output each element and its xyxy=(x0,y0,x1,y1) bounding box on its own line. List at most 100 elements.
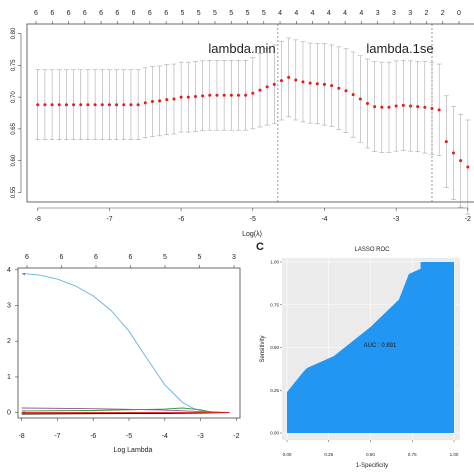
cv-x-tick-label: -4 xyxy=(321,216,327,223)
cv-point xyxy=(129,103,133,107)
cv-error-plot: -8 -7 -6 -5 -4 -3 -2 0.550.600.650.700.750.80 … xyxy=(11,10,474,238)
cv-point xyxy=(451,151,455,155)
cv-point xyxy=(251,91,255,95)
roc-plot: C LASSO ROC 0.00 0.25 0.50 0.75 1.00 0.00 0.2… xyxy=(256,241,460,469)
cv-top-tick-label: 5 xyxy=(246,10,250,17)
cv-point xyxy=(265,85,269,89)
cv-point xyxy=(50,103,54,107)
cv-top-tick-label: 4 xyxy=(311,10,315,17)
cv-top-tick-label: 6 xyxy=(34,10,38,17)
path-x-tick-label: -6 xyxy=(90,433,96,440)
cv-point xyxy=(408,104,412,108)
cv-point xyxy=(100,103,104,107)
path-y-tick-label: 0 xyxy=(7,410,11,417)
cv-point xyxy=(301,80,305,84)
cv-annotation-lambda-min: lambda.min xyxy=(208,41,275,56)
cv-top-tick-label: 4 xyxy=(294,10,298,17)
path-top-tick-label: 6 xyxy=(25,254,29,261)
cv-point xyxy=(36,103,40,107)
cv-point xyxy=(387,105,391,109)
cv-point xyxy=(72,103,76,107)
cv-point xyxy=(179,95,183,99)
cv-top-tick-label: 4 xyxy=(343,10,347,17)
cv-point xyxy=(287,75,291,79)
cv-y-tick-label: 0.65 xyxy=(11,122,17,134)
cv-top-tick-label: 5 xyxy=(180,10,184,17)
cv-point xyxy=(394,104,398,108)
path-variable-label: 1 xyxy=(23,409,26,414)
cv-point xyxy=(322,82,326,86)
cv-point xyxy=(229,93,233,97)
cv-y-tick-label: 0.60 xyxy=(11,154,17,166)
cv-top-tick-label: 6 xyxy=(50,10,54,17)
cv-point xyxy=(423,105,427,109)
path-y-tick-label: 3 xyxy=(7,303,11,310)
cv-point xyxy=(93,103,97,107)
cv-y-tick-label: 0.70 xyxy=(11,91,17,103)
cv-point xyxy=(373,105,377,109)
roc-area-fill xyxy=(287,262,454,433)
cv-top-tick-label: 3 xyxy=(408,10,412,17)
cv-top-tick-label: 0 xyxy=(457,10,461,17)
path-top-tick-label: 5 xyxy=(198,254,202,261)
path-x-axis-label: Log Lambda xyxy=(114,447,153,454)
cv-point xyxy=(365,101,369,105)
path-x-tick-label: -3 xyxy=(197,433,203,440)
cv-point xyxy=(380,105,384,109)
cv-top-tick-label: 5 xyxy=(229,10,233,17)
cv-point xyxy=(193,94,197,98)
cv-top-tick-label: 6 xyxy=(115,10,119,17)
cv-point xyxy=(351,93,355,97)
cv-point xyxy=(158,99,162,103)
cv-point xyxy=(136,103,140,107)
cv-point xyxy=(444,140,448,144)
cv-point xyxy=(416,105,420,109)
cv-top-tick-label: 5 xyxy=(213,10,217,17)
roc-x-axis-label: 1-Specificity xyxy=(356,463,388,469)
path-x-tick-label: -2 xyxy=(233,433,239,440)
roc-x-tick-label: 1.00 xyxy=(450,452,459,457)
cv-top-tick-label: 6 xyxy=(132,10,136,17)
cv-point xyxy=(294,78,298,82)
roc-x-tick-label: 0.75 xyxy=(408,452,417,457)
cv-top-tick-label: 6 xyxy=(164,10,168,17)
cv-point xyxy=(201,94,205,98)
cv-top-tick-label: 6 xyxy=(83,10,87,17)
cv-x-tick-label: -7 xyxy=(106,216,112,223)
cv-point xyxy=(337,86,341,90)
cv-plot-frame xyxy=(26,23,474,203)
cv-point xyxy=(344,89,348,93)
cv-point xyxy=(401,103,405,107)
cv-top-tick-label: 6 xyxy=(148,10,152,17)
cv-x-tick-label: -2 xyxy=(465,216,471,223)
cv-top-tick-label: 5 xyxy=(262,10,266,17)
cv-point xyxy=(258,88,262,92)
path-top-tick-label: 6 xyxy=(60,254,64,261)
path-x-tick-label: -8 xyxy=(18,433,24,440)
panel-label-c: C xyxy=(256,241,264,253)
path-top-tick-label: 6 xyxy=(129,254,133,261)
path-variable-label: 4 xyxy=(23,271,26,276)
cv-point xyxy=(272,82,276,86)
cv-point xyxy=(186,95,190,99)
cv-x-tick-label: -8 xyxy=(35,216,41,223)
cv-y-tick-label: 0.55 xyxy=(11,186,17,198)
roc-y-tick-label: 0.00 xyxy=(270,431,279,436)
path-x-tick-label: -7 xyxy=(54,433,60,440)
path-top-tick-label: 3 xyxy=(232,254,236,261)
cv-top-tick-label: 2 xyxy=(425,10,429,17)
cv-point xyxy=(43,103,47,107)
path-plot-frame xyxy=(17,267,241,419)
cv-point xyxy=(244,93,248,97)
path-x-tick-label: -4 xyxy=(162,433,168,440)
roc-x-tick-label: 0.00 xyxy=(283,452,292,457)
cv-point xyxy=(86,103,90,107)
cv-point xyxy=(437,108,441,112)
cv-top-tick-label: 6 xyxy=(99,10,103,17)
cv-annotation-lambda-1se: lambda.1se xyxy=(366,41,433,56)
roc-y-tick-label: 1.00 xyxy=(270,260,279,265)
cv-point xyxy=(466,165,470,169)
cv-point xyxy=(64,103,68,107)
cv-x-tick-label: -3 xyxy=(393,216,399,223)
cv-point xyxy=(150,100,154,104)
